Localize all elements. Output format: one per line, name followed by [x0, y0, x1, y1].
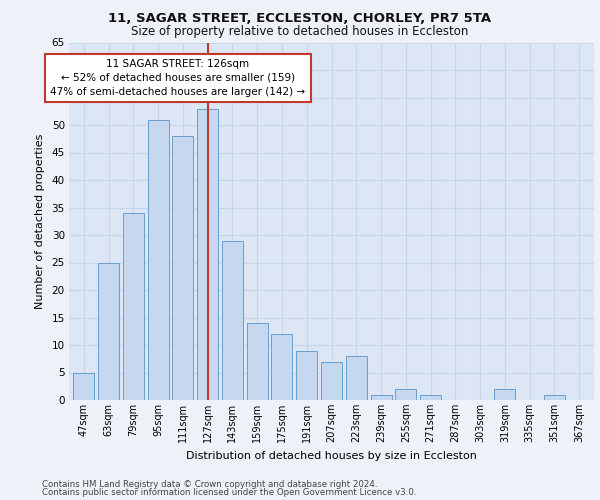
- Bar: [222, 240, 243, 400]
- Bar: [98, 262, 119, 400]
- Text: 11 SAGAR STREET: 126sqm
← 52% of detached houses are smaller (159)
47% of semi-d: 11 SAGAR STREET: 126sqm ← 52% of detache…: [50, 59, 305, 97]
- Bar: [271, 334, 292, 400]
- Bar: [296, 350, 317, 400]
- Bar: [321, 362, 342, 400]
- Bar: [73, 372, 94, 400]
- Bar: [544, 394, 565, 400]
- Y-axis label: Number of detached properties: Number of detached properties: [35, 134, 44, 309]
- Bar: [172, 136, 193, 400]
- Text: Size of property relative to detached houses in Eccleston: Size of property relative to detached ho…: [131, 25, 469, 38]
- Bar: [395, 389, 416, 400]
- Bar: [420, 394, 441, 400]
- Bar: [197, 108, 218, 400]
- X-axis label: Distribution of detached houses by size in Eccleston: Distribution of detached houses by size …: [186, 450, 477, 460]
- Text: 11, SAGAR STREET, ECCLESTON, CHORLEY, PR7 5TA: 11, SAGAR STREET, ECCLESTON, CHORLEY, PR…: [109, 12, 491, 26]
- Text: Contains HM Land Registry data © Crown copyright and database right 2024.: Contains HM Land Registry data © Crown c…: [42, 480, 377, 489]
- Bar: [247, 323, 268, 400]
- Bar: [494, 389, 515, 400]
- Bar: [123, 213, 144, 400]
- Bar: [346, 356, 367, 400]
- Bar: [148, 120, 169, 400]
- Bar: [371, 394, 392, 400]
- Text: Contains public sector information licensed under the Open Government Licence v3: Contains public sector information licen…: [42, 488, 416, 497]
